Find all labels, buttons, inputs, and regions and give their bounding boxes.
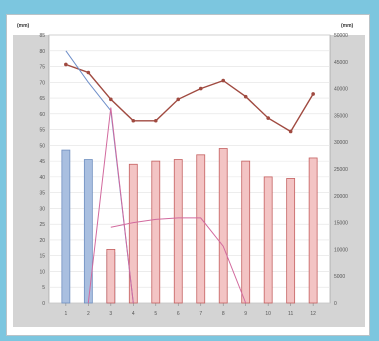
pink-bar [106, 248, 116, 304]
pink-bar [263, 176, 273, 304]
x-tick-label: 2 [87, 311, 90, 317]
right-tick-label: 25000 [334, 167, 348, 173]
x-tick-label: 3 [109, 311, 112, 317]
x-tick-label: 10 [265, 311, 271, 317]
right-tick-label: 30000 [334, 140, 348, 146]
line-marker [131, 118, 136, 123]
left-tick-label: 10 [39, 269, 45, 275]
left-tick-label: 60 [39, 112, 45, 118]
right-tick-label: 15000 [334, 221, 348, 227]
chart-panel: 0 5 10 15 20 25 30 35 40 45 50 55 60 65 70 75 80 85 0 5000 1… [6, 14, 370, 336]
left-tick-label: 30 [39, 206, 45, 212]
plot-area [48, 34, 331, 304]
left-tick-label: 15 [39, 254, 45, 260]
left-axis-band [13, 35, 49, 303]
line-marker [64, 62, 68, 67]
combo-chart: 0510152025303540455055606570758085050001… [13, 23, 365, 327]
pink-bar [308, 157, 318, 304]
x-tick-label: 11 [288, 311, 293, 317]
right-axis-band [330, 35, 365, 303]
right-tick-label: 0 [334, 301, 337, 307]
left-tick-label: 0 [42, 301, 45, 307]
right-tick-label: 45000 [334, 60, 348, 66]
right-axis-unit: (mm) [341, 23, 354, 29]
line-marker [221, 78, 226, 83]
line-marker [311, 92, 315, 96]
line-marker [153, 118, 158, 123]
pink-bar [196, 154, 206, 304]
left-tick-label: 40 [39, 175, 45, 181]
left-tick-label: 35 [39, 191, 45, 197]
line-marker [266, 116, 270, 120]
left-tick-label: 70 [39, 80, 45, 86]
left-tick-label: 65 [39, 96, 45, 102]
right-tick-label: 35000 [334, 113, 348, 119]
left-axis-unit: (mm) [17, 23, 30, 29]
right-tick-label: 20000 [334, 194, 348, 200]
line-marker [109, 97, 113, 102]
left-tick-label: 20 [39, 238, 45, 244]
line-marker [198, 86, 203, 91]
bottom-axis-band [13, 303, 365, 327]
line-marker [176, 97, 181, 102]
left-tick-label: 50 [39, 143, 45, 149]
line-marker [288, 129, 293, 134]
left-tick-label: 45 [39, 159, 45, 165]
right-tick-label: 50000 [334, 33, 348, 39]
magenta-line [110, 217, 247, 304]
pink-bar [218, 148, 228, 304]
left-tick-label: 5 [42, 285, 45, 291]
pink-bar [151, 160, 161, 304]
dark-red-line [65, 63, 314, 133]
pink-bar [241, 160, 251, 304]
left-tick-label: 85 [39, 33, 45, 39]
pink-bar [173, 159, 183, 304]
x-tick-label: 4 [132, 311, 135, 317]
magenta-line [87, 107, 134, 304]
blue-bar [61, 149, 71, 304]
right-tick-label: 10000 [334, 247, 348, 253]
left-tick-label: 80 [39, 49, 45, 55]
left-tick-label: 75 [39, 65, 45, 71]
right-tick-label: 40000 [334, 87, 348, 93]
x-tick-label: 12 [310, 311, 316, 317]
x-tick-label: 9 [244, 311, 247, 317]
x-tick-label: 6 [177, 311, 180, 317]
line-marker [86, 70, 91, 75]
x-tick-label: 8 [222, 311, 225, 317]
left-tick-label: 25 [39, 222, 45, 228]
x-tick-label: 1 [64, 311, 67, 317]
right-tick-label: 5000 [334, 274, 345, 280]
pink-bar [286, 178, 296, 304]
x-tick-label: 5 [154, 311, 157, 317]
line-marker [243, 94, 248, 99]
left-tick-label: 55 [39, 128, 45, 134]
x-tick-label: 7 [199, 311, 202, 317]
